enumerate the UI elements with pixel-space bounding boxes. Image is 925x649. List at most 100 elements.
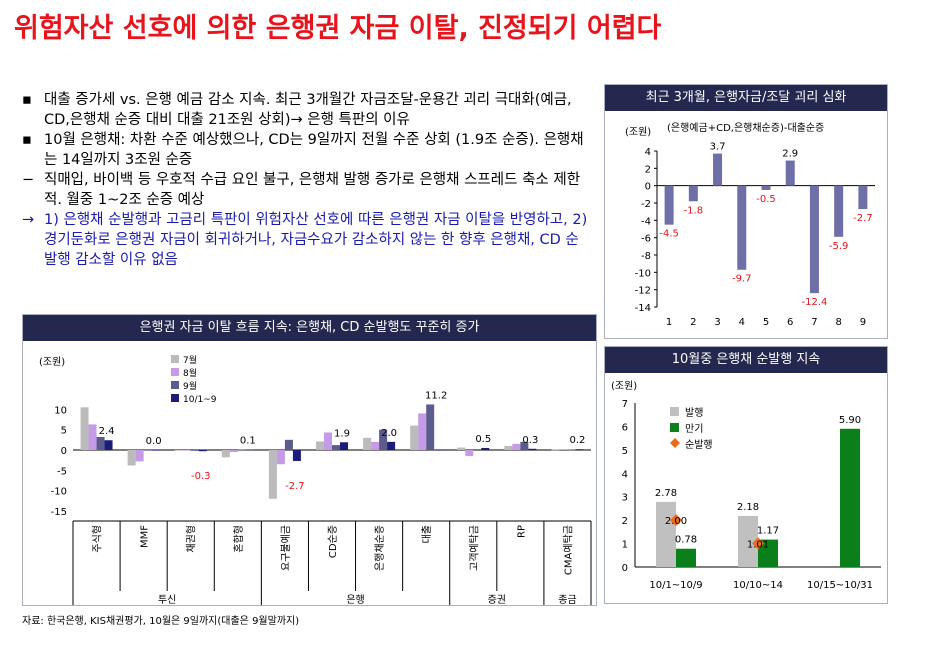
source-note: 자료: 한국은행, KIS채권평가, 10월은 9일까지(대출은 9월말까지) — [22, 616, 300, 627]
y-tick-label: 5 — [61, 426, 67, 437]
bar — [363, 437, 372, 450]
x-tick-label: 4 — [739, 317, 745, 328]
y-tick-label: 0 — [622, 563, 628, 574]
bar — [88, 424, 97, 450]
x-tick-label: 1 — [666, 317, 672, 328]
data-label: 1.9 — [334, 428, 350, 439]
bar — [379, 429, 388, 450]
y-tick-label: -10 — [635, 268, 651, 279]
x-tick-label: 9 — [860, 317, 866, 328]
gap-chart: (조원) (은행예금+CD,은행채순증)-대출순증 4 2 0 -2 -4 -6 -8 -10 -1… — [625, 122, 875, 328]
data-label: -0.5 — [756, 194, 776, 205]
legend-swatch — [670, 438, 680, 448]
conclusion-text: 1) 은행채 순발행과 고금리 특판이 위험자산 선호에 따른 은행권 자금 이… — [44, 212, 588, 268]
y-unit-label: (조원) — [39, 356, 65, 368]
bullet-item: ▪ 대출 증가세 vs. 은행 예금 감소 지속. 최근 3개월간 자금조달-운용… — [22, 90, 592, 130]
bar — [324, 432, 332, 450]
data-label: 3.7 — [710, 142, 726, 153]
y-tick-label: -14 — [635, 303, 651, 314]
bar — [761, 185, 771, 190]
data-label: 2.00 — [665, 516, 687, 527]
bar — [151, 450, 160, 451]
x-tick-label: 10/10~14 — [733, 580, 783, 591]
bullet-text: 직매입, 바이백 등 우호적 수급 요인 불구, 은행채 발행 증가로 은행채 … — [44, 172, 581, 208]
bar — [512, 443, 521, 450]
y-tick-label: 0 — [645, 182, 651, 193]
x-tick-label: 채권형 — [186, 525, 198, 553]
bar — [410, 425, 419, 450]
y-unit-label: (조원) — [625, 126, 651, 138]
bar — [858, 185, 868, 210]
bar — [276, 450, 285, 465]
data-label: 5.90 — [839, 415, 861, 426]
bar — [656, 501, 676, 567]
bar — [245, 449, 254, 451]
bar — [481, 447, 490, 450]
bar — [434, 450, 443, 451]
data-label: -5.9 — [829, 241, 849, 252]
y-tick-label: 6 — [622, 422, 628, 433]
bar — [104, 440, 113, 450]
data-label: 11.2 — [425, 390, 447, 401]
bar — [284, 439, 293, 450]
legend-label: 순발행 — [685, 439, 713, 451]
data-label: 2.4 — [99, 426, 115, 437]
data-label: -0.3 — [191, 471, 211, 482]
bar — [371, 441, 380, 450]
bar — [785, 160, 795, 186]
bar — [426, 404, 435, 450]
y-tick-label: -12 — [635, 286, 651, 297]
group-label: 투신 — [158, 594, 176, 605]
bar — [528, 448, 537, 450]
legend-swatch — [171, 394, 179, 402]
y-tick-label: 0 — [61, 446, 67, 457]
bar — [316, 441, 324, 450]
bar — [221, 450, 230, 458]
x-tick-label: 요구불예금 — [280, 525, 292, 571]
bar — [559, 449, 568, 450]
bar — [738, 515, 758, 567]
bar — [567, 449, 576, 451]
data-label: 1.17 — [757, 526, 779, 537]
bar — [80, 407, 89, 450]
y-tick-label: 3 — [622, 493, 628, 504]
flow-chart: (조원) 10 5 0 -5 -10 -15 2.4 0.0 -0.3 0.1 -2.7 1.9 2.0 1… — [39, 354, 592, 605]
x-tick-label: 5 — [763, 317, 769, 328]
y-tick-label: 4 — [645, 147, 651, 158]
x-tick-label: 혼합형 — [232, 525, 245, 553]
bar — [190, 450, 199, 451]
y-tick-label: -6 — [641, 234, 651, 245]
x-tick-label: 3 — [714, 317, 720, 328]
bar — [465, 450, 474, 457]
x-tick-label: MMF — [140, 525, 151, 548]
legend-label: 만기 — [685, 423, 703, 435]
bar — [676, 548, 696, 567]
y-tick-label: -4 — [641, 216, 651, 227]
legend-swatch — [171, 368, 179, 376]
page-title: 위험자산 선호에 의한 은행권 자금 이탈, 진정되기 어렵다 — [14, 13, 662, 44]
bar — [387, 441, 396, 450]
bullet-marker: ▪ — [22, 92, 32, 108]
bar — [96, 436, 105, 450]
bar — [237, 449, 246, 451]
bar — [504, 445, 513, 450]
gap-chart-title: 최근 3개월, 은행자금/조달 괴리 심화 — [605, 85, 887, 111]
data-label: 0.1 — [240, 436, 256, 447]
x-tick-label: 2 — [690, 317, 696, 328]
legend-label: 발행 — [685, 407, 703, 419]
y-tick-label: 1 — [622, 540, 628, 551]
bullet-marker: ▪ — [22, 132, 32, 148]
data-label: 2.18 — [737, 502, 759, 513]
group-label: 증권 — [488, 594, 506, 605]
chart-subtitle: (은행예금+CD,은행채순증)-대출순증 — [667, 122, 824, 134]
x-tick-label: 8 — [835, 317, 841, 328]
bar — [520, 441, 529, 450]
x-tick-label: 10/1~10/9 — [649, 580, 702, 591]
bar — [198, 450, 207, 452]
bar — [664, 185, 674, 225]
bar — [127, 450, 136, 466]
bullet-item: − 직매입, 바이백 등 우호적 수급 요인 불구, 은행채 발행 증가로 은행채… — [22, 170, 592, 210]
legend-swatch — [670, 423, 679, 432]
legend-swatch — [171, 381, 179, 389]
legend-swatch — [670, 407, 679, 416]
